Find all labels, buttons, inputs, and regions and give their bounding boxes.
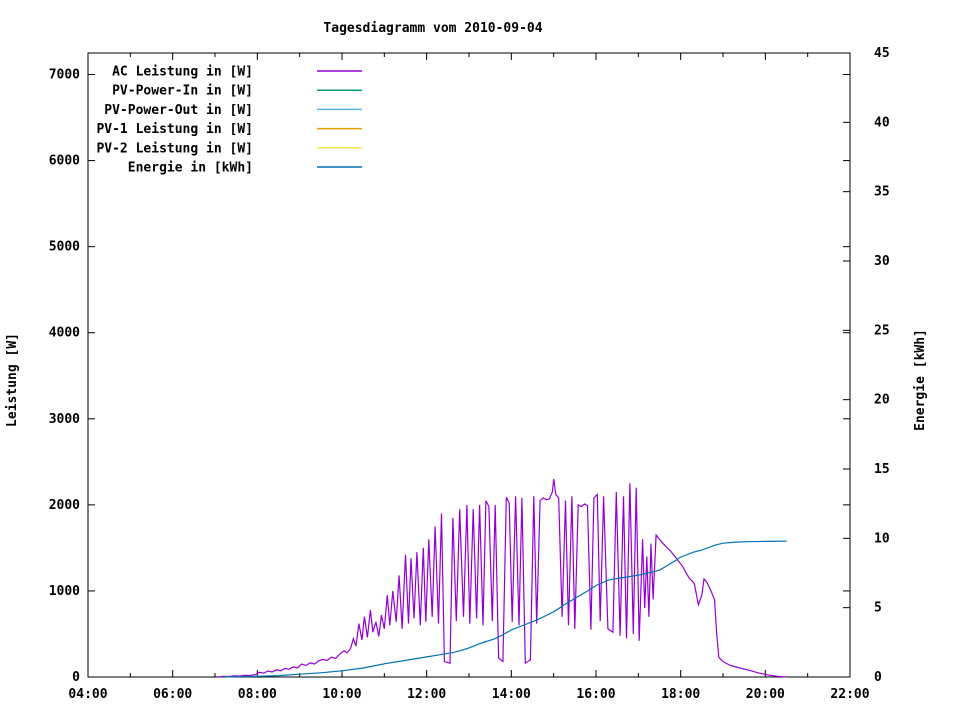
y-axis-tick-label: 7000 xyxy=(49,68,80,83)
y-axis-tick-label: 2000 xyxy=(49,498,80,513)
y2-axis-tick-label: 25 xyxy=(874,323,890,338)
legend-item: PV-1 Leistung in [W] xyxy=(96,122,362,137)
y2-axis-tick-label: 10 xyxy=(874,531,890,546)
y2-axis-ticks: 0 5 10 15 20 25 30 35 40 45 xyxy=(843,46,890,685)
legend-item: AC Leistung in [W] xyxy=(112,65,362,80)
plot-area: 04:00 06:00 08:00 10:00 12:00 14:00 16:00 18:00… xyxy=(49,46,890,702)
x-axis-tick-label: 08:00 xyxy=(238,687,277,702)
y2-axis-tick-label: 20 xyxy=(874,393,890,408)
y2-axis-tick-label: 15 xyxy=(874,462,890,477)
y2-axis-tick-label: 0 xyxy=(874,670,882,685)
legend-item-label: PV-Power-In in [W] xyxy=(112,84,253,99)
x-axis-tick-label: 18:00 xyxy=(661,687,700,702)
y2-axis-tick-label: 5 xyxy=(874,601,882,616)
legend-item-label: AC Leistung in [W] xyxy=(112,65,253,80)
series-line-5 xyxy=(223,540,787,678)
y2-axis-label: Energie [kWh] xyxy=(913,329,928,431)
legend-item: PV-2 Leistung in [W] xyxy=(96,141,362,156)
legend-item-label: PV-2 Leistung in [W] xyxy=(96,141,253,156)
x-axis-tick-label: 04:00 xyxy=(68,687,107,702)
x-axis-ticks: 04:00 06:00 08:00 10:00 12:00 14:00 16:00 18:00… xyxy=(68,53,870,702)
x-axis-tick-label: 12:00 xyxy=(407,687,446,702)
x-axis-tick-label: 14:00 xyxy=(492,687,531,702)
legend: AC Leistung in [W] PV-Power-In in [W] PV-P… xyxy=(96,65,362,176)
y-axis-tick-label: 0 xyxy=(72,670,80,685)
series-line-0 xyxy=(218,478,787,678)
legend-item: PV-Power-Out in [W] xyxy=(104,103,362,118)
y2-axis-tick-label: 30 xyxy=(874,254,890,269)
legend-item-label: PV-Power-Out in [W] xyxy=(104,103,253,118)
y-axis-tick-label: 6000 xyxy=(49,154,80,169)
x-axis-tick-label: 22:00 xyxy=(830,687,869,702)
legend-item-label: PV-1 Leistung in [W] xyxy=(96,122,253,137)
y-axis-ticks: 0 1000 2000 3000 4000 5000 6000 7000 xyxy=(49,68,850,685)
x-axis-tick-label: 06:00 xyxy=(153,687,192,702)
legend-item: PV-Power-In in [W] xyxy=(112,84,362,99)
y-axis-tick-label: 4000 xyxy=(49,326,80,341)
y2-axis-tick-label: 40 xyxy=(874,115,890,130)
y2-axis-tick-label: 45 xyxy=(874,46,890,61)
y-axis-tick-label: 3000 xyxy=(49,412,80,427)
x-axis-tick-label: 20:00 xyxy=(746,687,785,702)
x-axis-tick-label: 16:00 xyxy=(576,687,615,702)
y-axis-tick-label: 1000 xyxy=(49,584,80,599)
y2-axis-tick-label: 35 xyxy=(874,185,890,200)
x-axis-tick-label: 10:00 xyxy=(322,687,361,702)
legend-item: Energie in [kWh] xyxy=(128,161,362,176)
y-axis-label: Leistung [W] xyxy=(5,333,20,427)
legend-item-label: Energie in [kWh] xyxy=(128,161,253,176)
chart-title: Tagesdiagramm vom 2010-09-04 xyxy=(323,21,542,36)
y-axis-tick-label: 5000 xyxy=(49,240,80,255)
